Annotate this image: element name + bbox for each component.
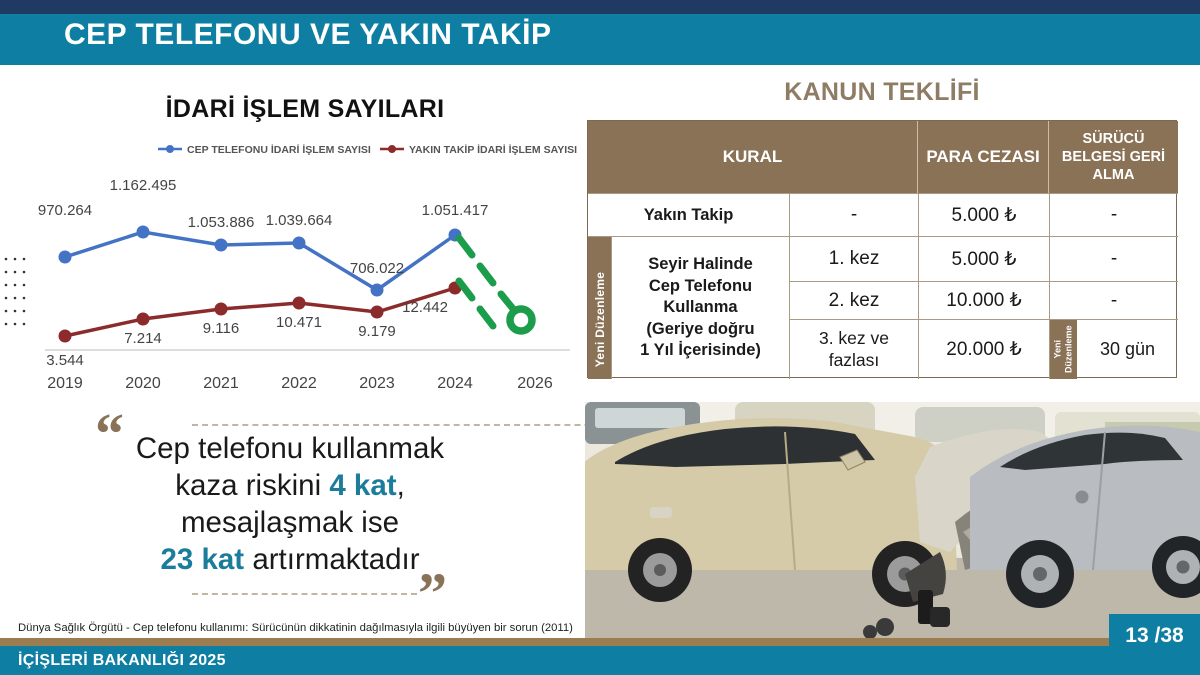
svg-text:10.471: 10.471 <box>276 314 322 331</box>
svg-text:2019: 2019 <box>47 375 83 392</box>
svg-text:CEP TELEFONU İDARİ İŞLEM SAYIS: CEP TELEFONU İDARİ İŞLEM SAYISI <box>187 143 371 156</box>
svg-text:1.162.495: 1.162.495 <box>110 177 177 194</box>
svg-text:2023: 2023 <box>359 375 395 392</box>
svg-text:9.116: 9.116 <box>203 320 239 337</box>
svg-text:1.051.417: 1.051.417 <box>422 202 489 219</box>
svg-text:1.039.664: 1.039.664 <box>266 212 333 229</box>
svg-text:12.442: 12.442 <box>402 299 448 316</box>
svg-text:7.214: 7.214 <box>124 330 162 347</box>
svg-text:3.544: 3.544 <box>46 352 84 369</box>
svg-text:2022: 2022 <box>281 375 317 392</box>
svg-text:9.179: 9.179 <box>358 323 396 340</box>
svg-text:YAKIN TAKİP İDARİ İŞLEM SAYISI: YAKIN TAKİP İDARİ İŞLEM SAYISI <box>409 143 577 156</box>
svg-text:2021: 2021 <box>203 375 239 392</box>
svg-text:970.264: 970.264 <box>38 202 92 219</box>
svg-text:1.053.886: 1.053.886 <box>188 214 255 231</box>
svg-text:2024: 2024 <box>437 375 473 392</box>
svg-text:2020: 2020 <box>125 375 161 392</box>
svg-text:706.022: 706.022 <box>350 260 404 277</box>
svg-text:2026: 2026 <box>517 375 553 392</box>
